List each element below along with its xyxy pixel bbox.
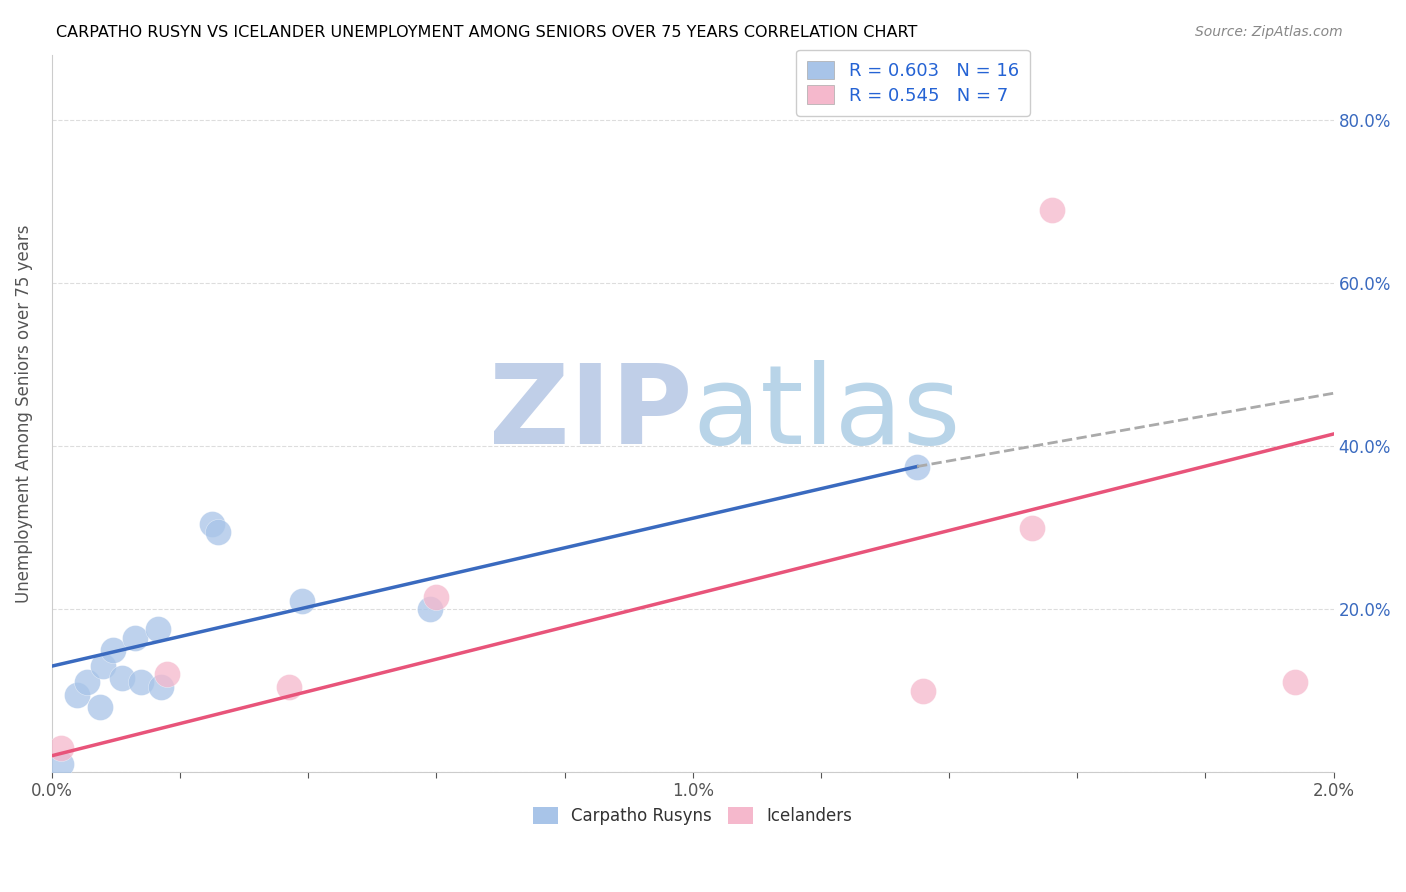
Point [76, 675, 98, 690]
Point [131, 675, 153, 690]
Point [912, 683, 935, 698]
Point [111, 671, 134, 685]
Point [291, 594, 314, 608]
Point [1040, 202, 1063, 217]
Text: atlas: atlas [693, 360, 962, 467]
Point [124, 631, 146, 645]
Point [277, 680, 299, 694]
Text: Source: ZipAtlas.com: Source: ZipAtlas.com [1195, 25, 1343, 39]
Point [1284, 675, 1306, 690]
Y-axis label: Unemployment Among Seniors over 75 years: Unemployment Among Seniors over 75 years [15, 225, 32, 603]
Point [425, 590, 447, 604]
Point [51, 740, 73, 755]
Point [156, 667, 179, 681]
Point [207, 524, 229, 539]
Point [91, 659, 114, 673]
Point [1021, 521, 1043, 535]
Point [905, 459, 928, 474]
Text: ZIP: ZIP [489, 360, 693, 467]
Point [149, 680, 172, 694]
Point [101, 643, 124, 657]
Point [66, 688, 89, 702]
Point [51, 756, 73, 771]
Point [146, 623, 169, 637]
Point [89, 699, 111, 714]
Legend: Carpatho Rusyns, Icelanders: Carpatho Rusyns, Icelanders [523, 797, 863, 836]
Point [419, 602, 441, 616]
Text: CARPATHO RUSYN VS ICELANDER UNEMPLOYMENT AMONG SENIORS OVER 75 YEARS CORRELATION: CARPATHO RUSYN VS ICELANDER UNEMPLOYMENT… [56, 25, 918, 40]
Point [201, 516, 224, 531]
